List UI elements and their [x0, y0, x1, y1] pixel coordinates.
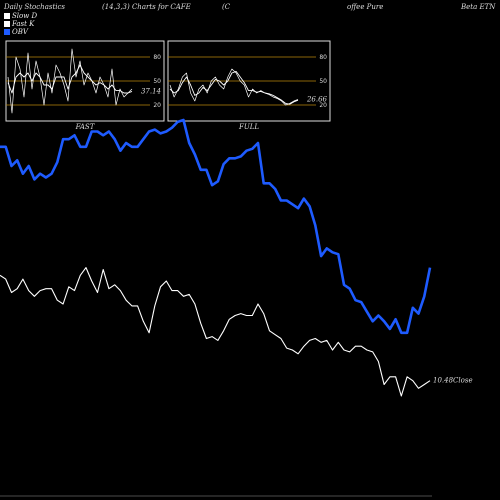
obv-series-line [0, 118, 432, 335]
company-name-part-a: (C [222, 3, 231, 11]
fast-series-fast-k [7, 48, 133, 114]
company-name-part-c: Beta ETN [461, 3, 496, 11]
legend-item-obv: OBV [4, 28, 28, 36]
legend-label-slow-d: Slow D [12, 12, 38, 20]
legend-swatch-obv [4, 29, 10, 35]
legend-item-fast-k: Fast K [4, 20, 34, 28]
legend-label-fast-k: Fast K [12, 20, 35, 28]
chart-title: Daily Stochastics [4, 3, 66, 11]
legend-label-obv: OBV [12, 28, 28, 36]
legend-swatch-slow-d [4, 13, 10, 19]
company-name-part-b: offee Pure [347, 3, 384, 11]
close-series-line [0, 267, 431, 397]
full-y-tick-50: 50 [319, 78, 327, 85]
full-panel-title: FULL [238, 123, 259, 131]
full-series-full-d [169, 70, 299, 105]
fast-y-tick-20: 20 [153, 102, 161, 109]
full-y-tick-80: 80 [319, 54, 327, 61]
full-y-tick-20: 20 [319, 102, 327, 109]
full-value-label: 26.66 [306, 96, 328, 104]
fast-panel-title: FAST [75, 123, 96, 131]
chart-params: (14,3,3) Charts for CAFE [102, 3, 191, 11]
fast-y-tick-50: 50 [153, 78, 161, 85]
fast-series-slow-d [7, 64, 133, 94]
close-value-label: 10.48Close [433, 377, 473, 385]
legend-swatch-fast-k [4, 21, 10, 27]
fast-y-tick-80: 80 [153, 54, 161, 61]
legend-item-slow-d: Slow D [4, 12, 37, 20]
full-series-full-k [169, 68, 299, 106]
fast-value-label: 37.14 [141, 87, 161, 95]
